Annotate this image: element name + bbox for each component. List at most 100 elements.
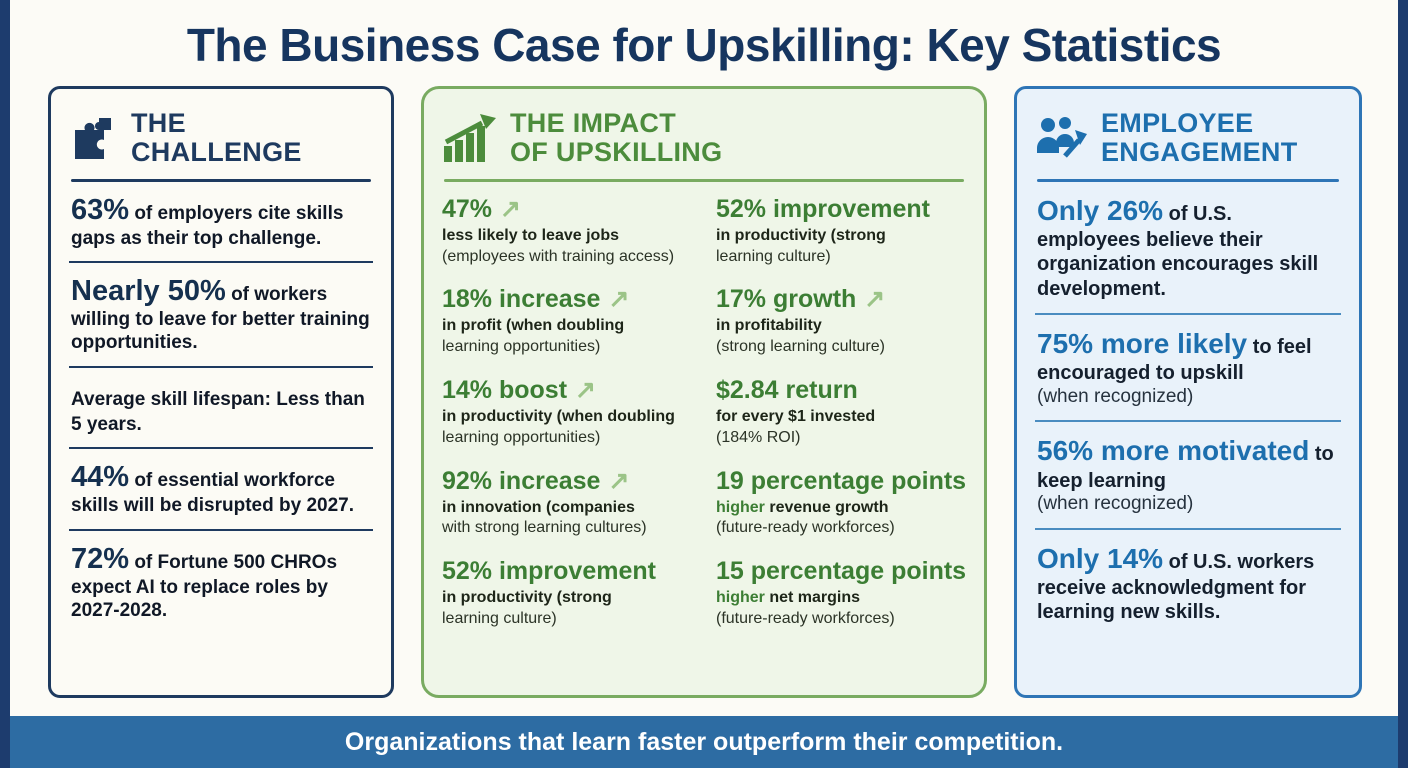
stat-text: of U.S. employees believe their organiza… — [1037, 202, 1319, 300]
people-growth-icon — [1035, 116, 1087, 160]
stat-text: of employers cite skills gaps as their t… — [71, 202, 344, 249]
stat-value: 72% — [71, 542, 130, 575]
stat-value: 52% improvement — [716, 194, 930, 223]
stat-value: 56% more motivated — [1037, 435, 1310, 467]
stat-value: Only 14% — [1037, 542, 1164, 574]
impact-title: THE IMPACT OF UPSKILLING — [510, 109, 722, 167]
trend-up-arrow-icon: ↗ — [864, 285, 886, 314]
stat-value: Nearly 50% — [71, 275, 226, 308]
challenge-title: THE CHALLENGE — [131, 109, 302, 167]
stat-value: 19 percentage points — [716, 466, 967, 495]
stat-value: 15 percentage points — [716, 557, 967, 586]
stat-value: 47% — [442, 194, 493, 223]
stat-note: (when recognized) — [1037, 492, 1194, 514]
impact-left-column: 47% ↗ less likely to leave jobs (employee… — [442, 194, 692, 649]
stat-value: 52% improvement — [442, 557, 656, 586]
challenge-stat-3: Average skill lifespan: Less than 5 year… — [69, 365, 373, 448]
stat-text: Average skill lifespan: Less than 5 year… — [71, 388, 365, 435]
stat-accent: higher — [716, 498, 770, 516]
stat-note: learning culture) — [442, 609, 557, 627]
impact-stat-left-1: 47% ↗ less likely to leave jobs (employee… — [442, 194, 692, 268]
stat-value: Only 26% — [1037, 194, 1164, 226]
stat-value: 63% — [71, 193, 130, 226]
challenge-stat-4: 44% of essential workforce skills will b… — [69, 447, 373, 529]
puzzle-icon — [69, 114, 117, 162]
stat-accent: higher — [716, 589, 770, 607]
stat-note: (184% ROI) — [716, 428, 801, 446]
stat-text: in profit (when doubling — [442, 317, 625, 335]
stat-value: 17% growth — [716, 285, 857, 314]
challenge-panel: THE CHALLENGE 63% of employers cite skil… — [48, 86, 394, 698]
rising-bar-chart-icon — [442, 113, 496, 162]
trend-up-arrow-icon: ↗ — [500, 194, 521, 223]
impact-stat-right-4: 19 percentage points higher revenue grow… — [716, 466, 967, 540]
challenge-stat-1: 63% of employers cite skills gaps as the… — [69, 182, 373, 262]
stat-note: (strong learning culture) — [716, 338, 885, 356]
stat-note: (future-ready workforces) — [716, 609, 895, 627]
stat-text: to feel encouraged to upskill — [1037, 336, 1312, 385]
stat-value: 18% increase — [442, 285, 601, 314]
impact-stat-right-2: 17% growth ↗ in profitability (strong lea… — [716, 286, 966, 358]
impact-title-line2: OF UPSKILLING — [510, 136, 723, 167]
stat-value: 14% boost — [442, 375, 568, 404]
stat-note: (future-ready workforces) — [716, 519, 895, 537]
page-title: The Business Case for Upskilling: Key St… — [186, 19, 1222, 71]
stat-value: 92% increase — [442, 466, 601, 495]
impact-stat-left-4: 92% increase ↗ in innovation (companies w… — [442, 466, 692, 540]
stat-text: in productivity (when doubling — [442, 407, 675, 425]
impact-panel: THE IMPACT OF UPSKILLING 47% ↗ less likel… — [421, 86, 987, 698]
engagement-panel: EMPLOYEE ENGAGEMENT Only 26% of U.S. emp… — [1014, 86, 1362, 698]
stat-note: learning opportunities) — [442, 338, 601, 356]
stat-text: net margins — [769, 589, 861, 607]
impact-header: THE IMPACT OF UPSKILLING — [442, 105, 966, 167]
trend-up-arrow-icon: ↗ — [608, 285, 630, 314]
stat-text: of essential workforce skills will be di… — [71, 470, 354, 517]
challenge-stat-5: 72% of Fortune 500 CHROs expect AI to re… — [69, 528, 373, 633]
stat-value: $2.84 return — [716, 375, 858, 404]
impact-title-line1: THE IMPACT — [510, 108, 676, 138]
engagement-header: EMPLOYEE ENGAGEMENT — [1035, 105, 1341, 167]
challenge-stat-2: Nearly 50% of workers willing to leave f… — [69, 261, 373, 365]
impact-stat-right-3: $2.84 return for every $1 invested (184%… — [716, 375, 966, 449]
challenge-header: THE CHALLENGE — [69, 105, 373, 167]
impact-stat-right-1: 52% improvement in productivity (strong … — [716, 194, 966, 268]
right-edge-strip — [1398, 0, 1408, 768]
impact-right-column: 52% improvement in productivity (strong … — [716, 194, 967, 649]
stat-note: learning opportunities) — [442, 428, 601, 446]
stat-note: (when recognized) — [1037, 385, 1194, 407]
trend-up-arrow-icon: ↗ — [608, 466, 630, 495]
stat-value: 44% — [71, 461, 130, 494]
engagement-header-rule — [1037, 178, 1339, 182]
engagement-stat-4: Only 14% of U.S. workers receive acknowl… — [1035, 527, 1341, 637]
trend-up-arrow-icon: ↗ — [575, 375, 596, 404]
footer-banner: Organizations that learn faster outperfo… — [0, 716, 1408, 768]
challenge-title-line2: CHALLENGE — [131, 136, 302, 167]
engagement-title: EMPLOYEE ENGAGEMENT — [1101, 109, 1298, 167]
stat-text: in productivity (strong — [716, 226, 886, 244]
stat-text: of U.S. workers receive acknowledgment f… — [1037, 550, 1315, 624]
stat-text: of workers willing to leave for better t… — [71, 284, 370, 353]
stat-text: of Fortune 500 CHROs expect AI to replac… — [71, 551, 338, 621]
impact-header-rule — [444, 178, 964, 182]
stat-note: learning culture) — [716, 247, 831, 265]
stat-text: in profitability — [716, 317, 822, 335]
stat-note: (employees with training access) — [442, 247, 675, 265]
impact-stat-left-3: 14% boost ↗ in productivity (when doublin… — [442, 375, 692, 449]
stat-text: in innovation (companies — [442, 498, 635, 516]
panels-row: THE CHALLENGE 63% of employers cite skil… — [0, 86, 1408, 698]
left-edge-strip — [0, 0, 10, 768]
challenge-title-line1: THE — [131, 108, 186, 138]
stat-text: to keep learning — [1037, 443, 1334, 492]
engagement-stat-3: 56% more motivated to keep learning (whe… — [1035, 420, 1341, 527]
challenge-header-rule — [71, 178, 371, 182]
engagement-stat-2: 75% more likely to feel encouraged to up… — [1035, 313, 1341, 420]
engagement-title-line1: EMPLOYEE — [1101, 108, 1254, 138]
stat-text: for every $1 invested — [716, 407, 876, 425]
stat-note: with strong learning cultures) — [442, 519, 647, 537]
impact-stat-right-5: 15 percentage points higher net margins … — [716, 558, 966, 630]
engagement-title-line2: ENGAGEMENT — [1101, 136, 1298, 167]
stat-value: 75% more likely — [1037, 328, 1248, 360]
engagement-stat-1: Only 26% of U.S. employees believe their… — [1035, 182, 1341, 313]
impact-stat-left-5: 52% improvement in productivity (strong … — [442, 558, 692, 630]
stat-text: in productivity (strong — [442, 589, 612, 607]
